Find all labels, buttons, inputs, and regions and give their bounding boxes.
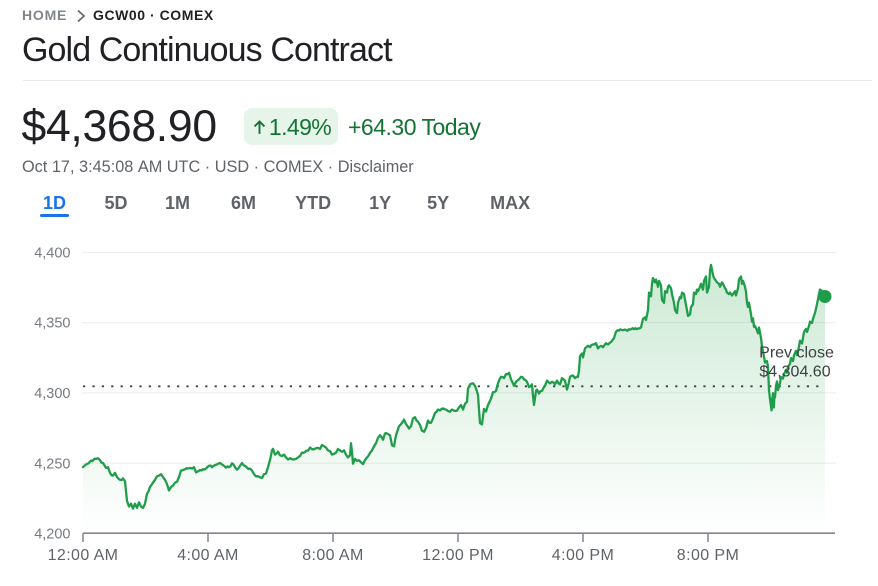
svg-text:12:00 PM: 12:00 PM bbox=[422, 547, 494, 564]
svg-text:$4,304.60: $4,304.60 bbox=[759, 363, 830, 380]
svg-text:8:00 PM: 8:00 PM bbox=[677, 547, 739, 564]
svg-text:4,350: 4,350 bbox=[34, 316, 70, 332]
svg-text:4:00 PM: 4:00 PM bbox=[552, 547, 614, 564]
svg-text:Prev close: Prev close bbox=[759, 345, 834, 362]
svg-text:4,200: 4,200 bbox=[34, 527, 70, 543]
svg-text:4,300: 4,300 bbox=[34, 386, 70, 402]
svg-text:8:00 AM: 8:00 AM bbox=[302, 547, 364, 564]
svg-text:12:00 AM: 12:00 AM bbox=[48, 547, 119, 564]
svg-text:4,250: 4,250 bbox=[34, 456, 70, 472]
svg-text:4:00 AM: 4:00 AM bbox=[177, 547, 239, 564]
svg-text:4,400: 4,400 bbox=[34, 246, 70, 262]
